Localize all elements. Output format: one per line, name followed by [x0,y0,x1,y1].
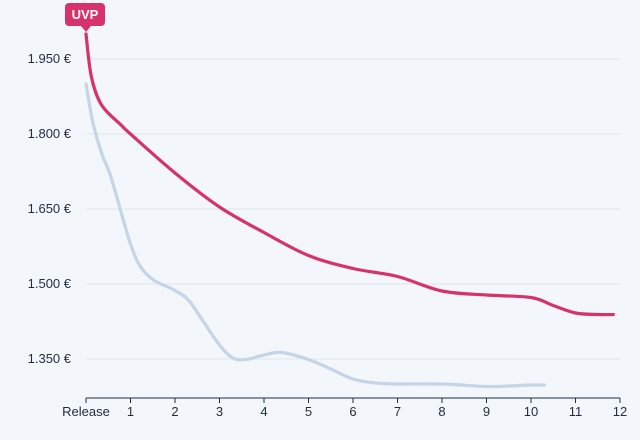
x-tick-label: 4 [260,404,267,419]
y-tick-label: 1.950 € [28,51,72,66]
x-tick-label: 12 [613,404,627,419]
x-tick-label: 3 [216,404,223,419]
uvp-badge [65,3,105,26]
x-tick-label: 5 [305,404,312,419]
price-series-line [84,82,546,389]
y-tick-label: 1.650 € [28,201,72,216]
y-tick-label: 1.500 € [28,276,72,291]
x-tick-label: 8 [438,404,445,419]
y-tick-label: 1.350 € [28,351,72,366]
uvp-badge-label: UVP [72,7,99,22]
uvp-badge-pointer [81,26,91,32]
x-tick-label: 6 [349,404,356,419]
y-tick-label: 1.800 € [28,126,72,141]
x-tick-label: 9 [483,404,490,419]
x-tick-label: 10 [524,404,538,419]
x-tick-label: 11 [569,404,583,419]
x-tick-label: 2 [171,404,178,419]
x-tick-label: 1 [127,404,134,419]
x-tick-label: Release [62,404,110,419]
x-tick-label: 7 [394,404,401,419]
uvp-series-line [84,32,615,317]
